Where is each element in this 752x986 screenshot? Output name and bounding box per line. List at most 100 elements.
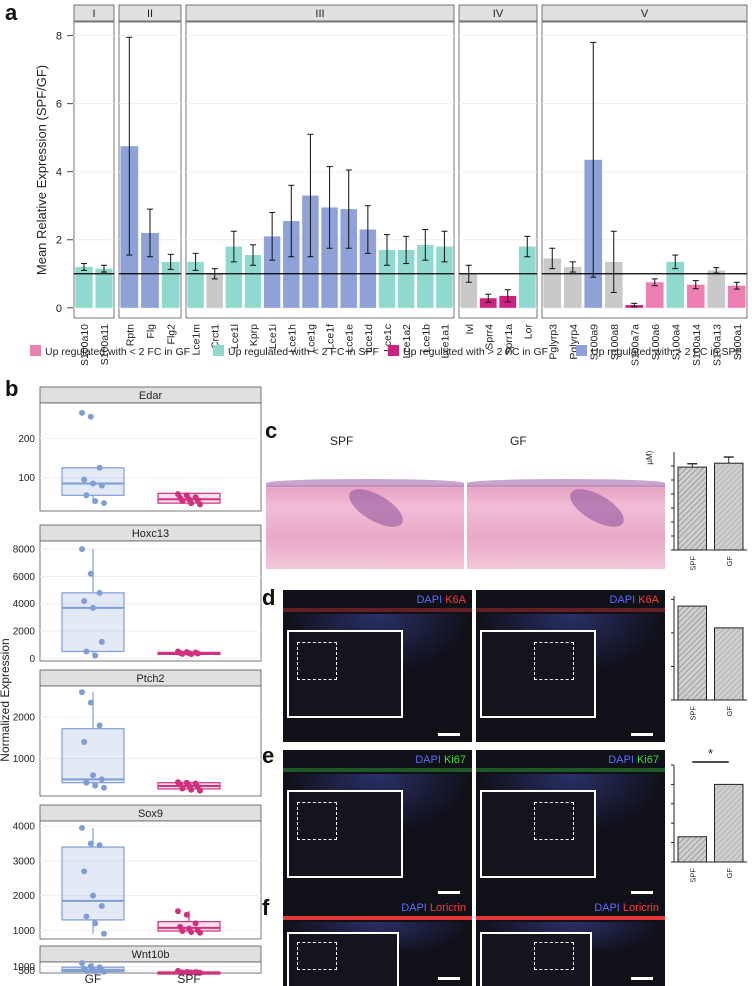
bar (206, 273, 223, 308)
data-point (81, 739, 88, 746)
inset-zoom (287, 630, 403, 718)
y-tick-label: 200 (18, 434, 35, 445)
x-tick-label: Flg2 (166, 324, 178, 345)
scale-bar (438, 977, 460, 980)
data-point (96, 722, 103, 729)
x-tick-label: S100a10 (79, 324, 91, 366)
marker-label: Loricrin (622, 902, 659, 914)
facet-panel (39, 961, 262, 974)
inset-zoom (480, 932, 592, 986)
data-point (179, 969, 186, 976)
facet-panel (39, 685, 262, 797)
fluorescence-micrograph-f: DAPI Loricrin (283, 898, 472, 986)
x-tick-label: Sprr1a (503, 324, 515, 356)
data-point (188, 969, 195, 976)
data-point (197, 787, 203, 794)
y-tick-label: 8 (56, 31, 62, 43)
y-tick-label: 3000 (13, 856, 36, 867)
data-point (87, 699, 94, 706)
data-point (192, 920, 199, 927)
bar (95, 268, 113, 308)
x-tick-label: GF (725, 556, 734, 567)
histology-micrograph (467, 465, 665, 569)
x-tick-label: S100a7a (629, 324, 641, 366)
data-point (96, 842, 103, 849)
data-point (98, 903, 105, 910)
data-point (81, 598, 88, 604)
y-tick-label: 6 (56, 99, 62, 111)
x-tick-label: SPF (688, 556, 697, 571)
data-point (96, 589, 103, 596)
data-point (83, 492, 90, 499)
bar (378, 249, 396, 308)
y-axis-title: Mean Relative Expression (SPF/GF) (34, 65, 49, 275)
channel-label: DAPI Ki67 (415, 754, 466, 766)
y-tick-label: 0 (56, 303, 62, 315)
facet-strip (73, 4, 115, 22)
x-tick-label: Crct1 (210, 324, 222, 349)
data-point (98, 638, 105, 645)
data-point (197, 969, 203, 976)
data-point (175, 908, 181, 915)
marker-label: K6A (638, 594, 659, 606)
scale-bar (438, 733, 460, 736)
data-point (79, 824, 85, 831)
data-point (79, 409, 85, 416)
bar (727, 285, 746, 308)
y-tick-label: 100 (18, 473, 35, 484)
y-tick-label: 2000 (13, 713, 36, 724)
facet-strip-label: Hoxc13 (132, 528, 169, 540)
y-tick-label: 2000 (13, 891, 36, 902)
legend-swatch (576, 345, 587, 356)
bar (677, 836, 707, 863)
data-point (87, 570, 94, 577)
x-tick-label: S100a6 (650, 324, 662, 360)
facet-strip-label: IV (493, 8, 504, 20)
inset-zoom (287, 932, 399, 986)
inset-zoom (287, 790, 403, 878)
x-tick-label: GF (85, 972, 102, 986)
bar (645, 282, 664, 308)
data-point (179, 785, 186, 792)
fluorescence-micrograph-d: DAPI K6A (476, 590, 665, 742)
facet-panel (39, 402, 262, 512)
x-tick-label: Lce1a2 (401, 324, 413, 359)
fluorescence-micrograph-e: DAPI Ki67 (476, 750, 665, 900)
bar (436, 246, 453, 308)
x-tick-label: Sprr4 (483, 324, 495, 350)
marker-signal (476, 768, 665, 772)
dapi-label: DAPI (401, 902, 430, 914)
bar (714, 783, 744, 863)
bar (677, 605, 707, 701)
y-tick-label: 2 (56, 235, 62, 247)
inset-zoom (480, 630, 596, 718)
data-point (79, 546, 85, 553)
hair-follicle (564, 481, 630, 535)
channel-label: DAPI K6A (416, 594, 466, 606)
x-tick-label: S100a9 (588, 324, 600, 360)
data-point (194, 650, 201, 657)
histology-micrograph (266, 465, 464, 569)
bar (225, 246, 243, 308)
data-point (188, 651, 195, 658)
x-tick-label: S100a14 (691, 324, 703, 366)
data-point (98, 776, 105, 783)
data-point (92, 782, 99, 789)
inset-roi (297, 942, 337, 970)
x-tick-label: SPF (177, 972, 200, 986)
channel-label: DAPI K6A (609, 594, 659, 606)
fluorescence-micrograph-d: DAPI K6A (283, 590, 472, 742)
inset-roi (534, 642, 574, 680)
x-tick-label: Lce1l (229, 324, 241, 349)
x-tick-label: Lce1g (305, 324, 317, 353)
facet-strip (541, 4, 748, 22)
data-point (81, 476, 88, 483)
y-axis-title: Normalized Expression (0, 638, 12, 761)
data-point (92, 652, 99, 659)
data-point (90, 892, 96, 899)
bar (397, 249, 415, 308)
marker-label: Loricrin (429, 902, 466, 914)
bar (479, 298, 497, 308)
legend-swatch (213, 345, 224, 356)
